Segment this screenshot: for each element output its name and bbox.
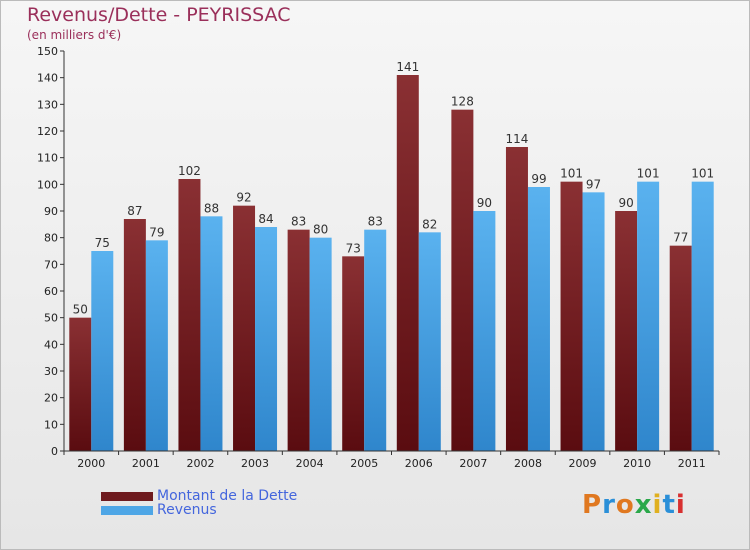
x-tick-label: 2010 [623,457,651,470]
legend-swatch-revenus [101,505,153,515]
legend-label-dette: Montant de la Dette [157,488,298,504]
x-tick-label: 2002 [186,457,214,470]
x-tick-label: 2000 [77,457,105,470]
y-tick-label: 70 [44,258,58,271]
x-tick-label: 2003 [241,457,269,470]
bar-revenus-2004 [309,237,332,451]
value-label-dette-2001: 87 [127,204,142,218]
value-label-dette-2008: 114 [506,132,529,146]
y-tick-label: 0 [51,445,58,458]
x-tick-label: 2009 [569,457,597,470]
x-axis: 2000 2001 2002 2003 2004 2005 2006 2007 2008 2009… [63,450,720,470]
value-label-revenus-2001: 79 [149,225,164,239]
value-label-revenus-2000: 75 [95,236,110,250]
bar-dette-2008 [505,147,528,451]
x-tick-label: 2004 [296,457,324,470]
bar-revenus-2006 [418,232,441,451]
legend-item-revenus: Revenus [101,502,217,518]
y-tick-label: 40 [44,338,58,351]
bar-dette-2003 [233,205,256,451]
bar-revenus-2010 [637,181,660,451]
y-tick-label: 150 [37,45,58,58]
value-label-dette-2000: 50 [73,303,88,317]
bar-revenus-2007 [473,211,496,451]
chart-subtitle: (en milliers d'€) [27,28,122,42]
y-tick-label: 120 [37,125,58,138]
y-tick-label: 80 [44,232,58,245]
y-tick-label: 30 [44,365,58,378]
value-label-revenus-2009: 97 [586,177,601,191]
value-label-dette-2002: 102 [178,164,201,178]
chart-title: Revenus/Dette - PEYRISSAC [27,4,291,26]
y-tick-label: 140 [37,72,58,85]
legend-item-dette: Montant de la Dette [101,488,298,504]
legend-label-revenus: Revenus [157,502,217,518]
value-label-revenus-2007: 90 [477,196,492,210]
legend-swatch-dette [101,491,153,501]
logo-letter: o [615,490,635,520]
bar-dette-2011 [669,245,692,451]
y-tick-label: 100 [37,178,58,191]
y-tick-label: 60 [44,285,58,298]
value-label-revenus-2003: 84 [258,212,273,226]
bars: 50 75 87 79 102 88 92 84 83 80 73 83 141 82 128 90 114 99… [69,60,714,452]
bar-dette-2005 [342,256,365,451]
value-label-revenus-2010: 101 [637,167,660,181]
bar-revenus-2005 [364,229,387,451]
value-label-dette-2003: 92 [236,191,251,205]
logo-letter: r [602,490,616,520]
bar-dette-2002 [178,179,201,451]
value-label-revenus-2006: 82 [422,217,437,231]
bar-dette-2000 [69,317,92,451]
logo-letter: i [675,490,686,520]
value-label-revenus-2004: 80 [313,223,328,237]
bar-dette-2009 [560,181,583,451]
bar-revenus-2011 [691,181,714,451]
logo-letter: P [582,490,603,520]
bar-revenus-2003 [255,227,278,451]
value-label-revenus-2008: 99 [531,172,546,186]
y-tick-label: 10 [44,418,58,431]
x-tick-label: 2001 [132,457,160,470]
value-label-revenus-2005: 83 [368,215,383,229]
bar-revenus-2001 [145,240,168,451]
value-label-dette-2009: 101 [560,167,583,181]
bar-dette-2007 [451,109,474,452]
value-label-dette-2005: 73 [346,241,361,255]
proxiti-logo: Proxiti [582,490,686,520]
logo-letter: x [634,490,653,520]
bar-dette-2010 [615,211,638,451]
x-tick-label: 2011 [678,457,706,470]
bar-revenus-2002 [200,216,223,451]
x-tick-label: 2005 [350,457,378,470]
bar-dette-2004 [287,229,310,451]
value-label-dette-2004: 83 [291,215,306,229]
logo-letter: i [652,490,663,520]
bar-revenus-2000 [91,251,114,451]
value-label-dette-2011: 77 [673,231,688,245]
x-tick-label: 2006 [405,457,433,470]
y-tick-label: 50 [44,312,58,325]
bar-dette-2001 [123,219,146,451]
value-label-revenus-2011: 101 [691,167,714,181]
y-tick-label: 90 [44,205,58,218]
y-tick-label: 130 [37,98,58,111]
value-label-dette-2007: 128 [451,95,474,109]
bar-dette-2006 [396,75,419,451]
value-label-dette-2006: 141 [396,60,419,74]
value-label-dette-2010: 90 [618,196,633,210]
value-label-revenus-2002: 88 [204,201,219,215]
x-tick-label: 2008 [514,457,542,470]
y-axis: 0 10 20 30 40 50 60 70 80 90 100 110 120 130 140 150 [37,45,65,458]
logo-letter: t [662,490,676,520]
bar-revenus-2008 [527,187,550,451]
bar-revenus-2009 [582,192,605,452]
x-tick-label: 2007 [459,457,487,470]
y-tick-label: 20 [44,392,58,405]
y-tick-label: 110 [37,152,58,165]
